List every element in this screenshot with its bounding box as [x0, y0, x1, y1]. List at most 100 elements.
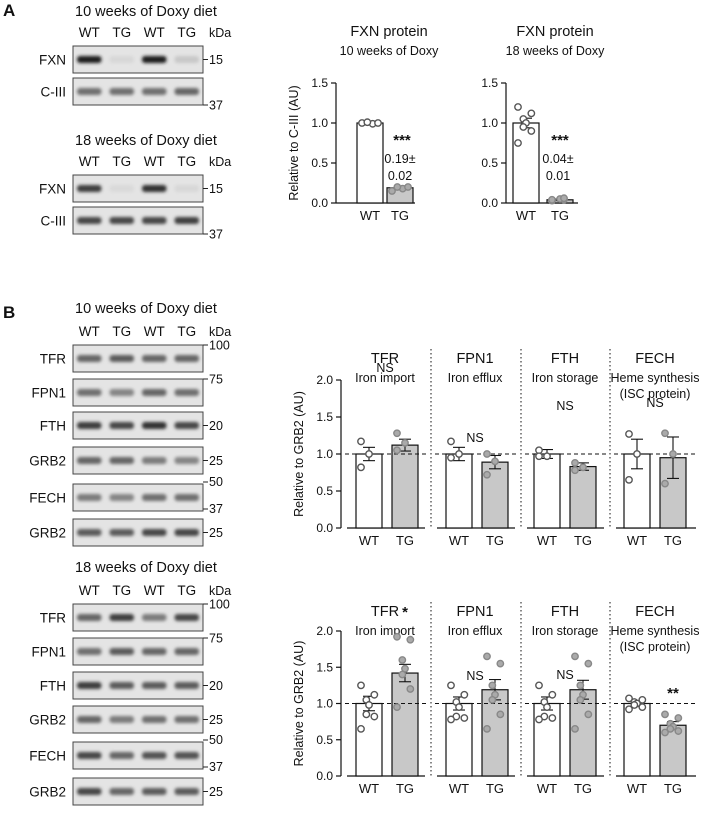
b-10wk-band	[174, 457, 199, 464]
fxn-chart-2-data-point	[527, 127, 536, 135]
iron-10wk-y-tick-label: 1.5	[316, 410, 333, 424]
iron-18wk-fpn1-data-point	[496, 659, 505, 668]
fxn-chart-2-y-tick-label: 0.0	[481, 196, 498, 210]
iron-10wk-fth-bar	[533, 453, 561, 529]
iron-18wk-tfr-data-point	[406, 635, 415, 644]
b-10wk-band	[142, 457, 167, 464]
b-18wk-row-label: FPN1	[31, 645, 66, 660]
fxn-chart-2-title: FXN protein	[516, 24, 593, 40]
iron-18wk-y-tick-label: 1.0	[316, 697, 333, 711]
fxn-chart-1-y-tick-label: 1.0	[311, 116, 328, 130]
iron-18wk-fpn1-data-point	[488, 681, 497, 690]
b-10wk-lane-label: WT	[144, 324, 165, 339]
iron-18wk-fth-title: FTH	[551, 604, 579, 620]
iron-18wk-tfr-data-point	[357, 724, 365, 733]
a-18wk-blot-title: 18 weeks of Doxy diet	[75, 133, 217, 149]
iron-18wk-fth-data-point	[571, 724, 579, 733]
iron-10wk-fpn1-x-tick-label: TG	[486, 533, 504, 548]
b-10wk-band	[77, 422, 102, 429]
fxn-chart-2-y-tick-label: 1.0	[481, 116, 498, 130]
iron-10wk-y-tick-label: 0.0	[316, 521, 333, 535]
a-18wk-lane-label: TG	[177, 154, 196, 169]
iron-10wk-fpn1-data-point	[447, 437, 455, 446]
fxn-chart-2-data-point	[514, 139, 522, 147]
a-18wk-band	[174, 185, 199, 192]
iron-10wk-y-tick-label: 2.0	[316, 373, 333, 387]
iron-18wk-fpn1-x-tick-label: TG	[486, 781, 504, 796]
iron-18wk-fpn1-title: FPN1	[456, 604, 493, 620]
b-18wk-marker: 20	[209, 679, 223, 693]
b-10wk-row-label: FTH	[40, 419, 66, 434]
b-18wk-marker: 37	[209, 760, 223, 774]
iron-18wk-fpn1-data-point	[483, 724, 491, 733]
b-10wk-row-label: GRB2	[29, 454, 66, 469]
fxn-chart-2-y-tick-label: 1.5	[481, 76, 498, 90]
a-10wk-band	[142, 56, 167, 63]
iron-18wk-fech-title: FECH	[635, 604, 674, 620]
iron-10wk-y-axis-label: Relative to GRB2 (AU)	[292, 391, 306, 517]
b-10wk-band	[142, 529, 167, 536]
b-18wk-band	[142, 752, 167, 759]
b-18wk-kda-label: kDa	[209, 584, 231, 598]
b-18wk-band	[109, 716, 134, 723]
iron-18wk-tfr-significance: *	[402, 604, 408, 621]
iron-10wk-fpn1-significance: NS	[466, 431, 483, 445]
b-10wk-band	[174, 529, 199, 536]
iron-18wk-y-axis-label: Relative to GRB2 (AU)	[292, 641, 306, 767]
iron-18wk-fpn1-data-point	[447, 715, 455, 724]
b-18wk-band	[142, 648, 167, 655]
iron-10wk-tfr-title: TFR	[371, 351, 399, 367]
b-18wk-lane-label: TG	[177, 583, 196, 598]
b-18wk-marker: 75	[209, 632, 223, 646]
iron-10wk-tfr-data-point	[401, 438, 409, 447]
iron-18wk-tfr-data-point	[370, 690, 379, 699]
iron-18wk-fech-subtitle: Heme synthesis	[611, 624, 700, 638]
iron-18wk-tfr-title: TFR	[371, 604, 399, 620]
b-18wk-marker: 100	[209, 598, 230, 612]
iron-18wk: 0.0 0.5 1.0 1.5 2.0 Relative to GRB2 (AU) TFR I…	[292, 602, 699, 796]
iron-10wk-fpn1-title: FPN1	[456, 351, 493, 367]
iron-18wk-tfr-data-point	[370, 712, 379, 721]
iron-18wk-fech-data-point	[638, 695, 647, 704]
iron-10wk-tfr-data-point	[357, 437, 365, 446]
b-10wk-marker: 75	[209, 373, 223, 387]
b-10wk-band	[174, 494, 199, 501]
b-18wk-band	[77, 716, 102, 723]
a-10wk-band	[174, 56, 199, 63]
a-18wk-band	[109, 217, 134, 224]
b-10wk-lane-label: TG	[112, 324, 131, 339]
b-18wk-row-label: TFR	[40, 611, 66, 626]
fxn-chart-2-annotation-line1: 0.04±	[542, 152, 573, 166]
iron-18wk-fth-x-tick-label: TG	[574, 781, 592, 796]
b-18wk-band	[109, 648, 134, 655]
fxn-chart-1-data-point	[393, 183, 402, 191]
fxn-chart-1-y-tick-label: 1.5	[311, 76, 328, 90]
fxn-chart-1-y-axis-label: Relative to C-III (AU)	[287, 85, 301, 200]
iron-10wk-tfr-data-point	[357, 463, 365, 472]
iron-10wk-fpn1-data-point	[491, 457, 499, 466]
a-10wk-row-label: C-III	[41, 85, 67, 100]
b-18wk-lane-label: WT	[144, 583, 165, 598]
iron-10wk-fth-bar	[569, 465, 597, 529]
iron-10wk-fech-data-point	[625, 430, 633, 438]
b-18wk-row-label: GRB2	[29, 785, 66, 800]
bar-charts: FXN protein 10 weeks of Doxy 0.0 0.5 1.0 1.5 R…	[287, 24, 699, 796]
iron-18wk-fth-subtitle: Iron storage	[532, 624, 599, 638]
iron-10wk-fth-data-point	[571, 458, 579, 467]
iron-18wk-fpn1-data-point	[447, 681, 455, 690]
b-10wk-band	[109, 422, 134, 429]
b-18wk-lane-label: WT	[79, 583, 100, 598]
b-18wk-band	[174, 716, 199, 723]
iron-10wk-fth-subtitle: Iron storage	[532, 371, 599, 385]
iron-18wk-fech-data-point	[661, 728, 669, 737]
fxn-chart-1-bar	[356, 122, 384, 204]
iron-18wk-fpn1-data-point	[488, 695, 497, 704]
b-18wk-band	[174, 788, 199, 795]
a-10wk-blot: 10 weeks of Doxy diet WT TG WT TG kDa FXN 15 C-I…	[39, 4, 231, 113]
a-18wk-band	[142, 185, 167, 192]
iron-18wk-tfr-data-point	[398, 656, 407, 664]
b-10wk-lane-label: WT	[79, 324, 100, 339]
b-18wk-row-label: GRB2	[29, 713, 66, 728]
iron-10wk: 0.0 0.5 1.0 1.5 2.0 Relative to GRB2 (AU) TFR I…	[292, 349, 699, 548]
